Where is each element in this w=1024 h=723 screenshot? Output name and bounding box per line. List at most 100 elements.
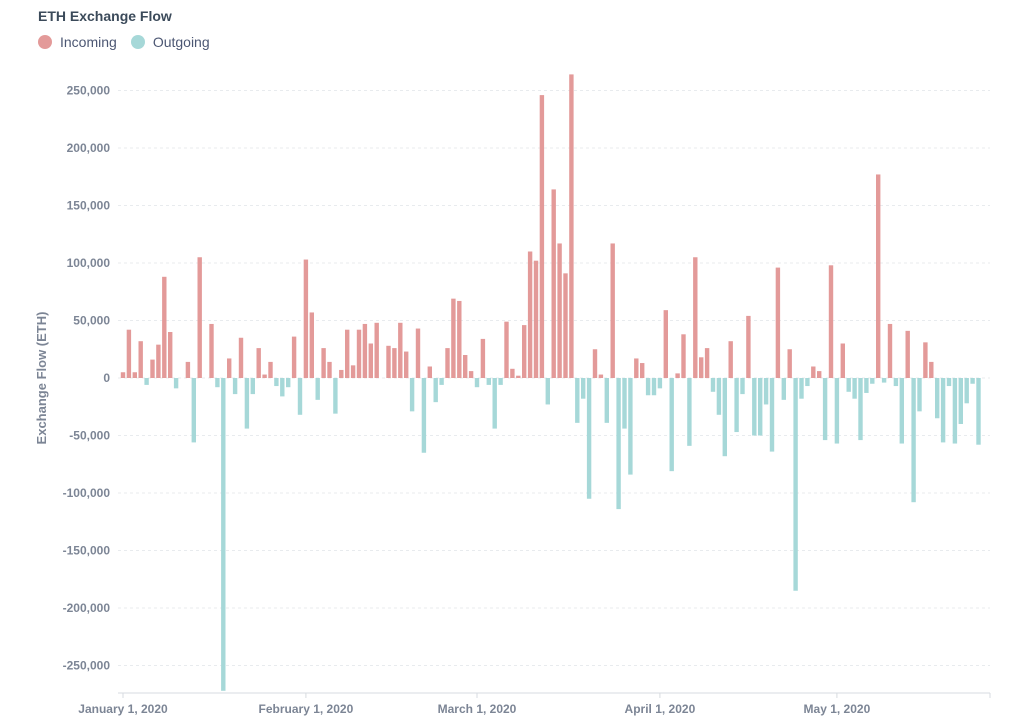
bar-outgoing[interactable] bbox=[799, 378, 804, 399]
bar-incoming[interactable] bbox=[876, 174, 881, 378]
bar-incoming[interactable] bbox=[828, 265, 834, 378]
bar-incoming[interactable] bbox=[817, 371, 822, 378]
bar-incoming[interactable] bbox=[374, 322, 379, 378]
bar-outgoing[interactable] bbox=[946, 378, 952, 387]
bar-incoming[interactable] bbox=[681, 334, 686, 378]
bar-outgoing[interactable] bbox=[958, 378, 963, 424]
bar-outgoing[interactable] bbox=[498, 378, 503, 385]
bar-incoming[interactable] bbox=[256, 348, 261, 378]
bar-incoming[interactable] bbox=[138, 341, 143, 378]
bar-incoming[interactable] bbox=[887, 323, 893, 378]
bar-outgoing[interactable] bbox=[793, 378, 798, 591]
bar-outgoing[interactable] bbox=[952, 378, 958, 444]
bar-outgoing[interactable] bbox=[191, 378, 196, 443]
bar-outgoing[interactable] bbox=[622, 378, 627, 429]
bar-outgoing[interactable] bbox=[315, 378, 320, 400]
bar-outgoing[interactable] bbox=[740, 378, 745, 395]
bar-outgoing[interactable] bbox=[297, 378, 303, 415]
bar-outgoing[interactable] bbox=[274, 378, 279, 387]
bar-outgoing[interactable] bbox=[722, 378, 727, 457]
bar-outgoing[interactable] bbox=[492, 378, 497, 429]
bar-incoming[interactable] bbox=[504, 321, 509, 378]
bar-incoming[interactable] bbox=[185, 361, 191, 378]
bar-outgoing[interactable] bbox=[433, 378, 438, 403]
bar-outgoing[interactable] bbox=[881, 378, 887, 383]
bar-incoming[interactable] bbox=[563, 273, 568, 378]
bar-outgoing[interactable] bbox=[645, 378, 651, 396]
bar-outgoing[interactable] bbox=[935, 378, 940, 419]
bar-incoming[interactable] bbox=[457, 300, 462, 378]
bar-incoming[interactable] bbox=[150, 359, 155, 378]
bar-incoming[interactable] bbox=[699, 357, 704, 378]
bar-outgoing[interactable] bbox=[852, 378, 857, 399]
bar-outgoing[interactable] bbox=[604, 378, 609, 423]
bar-incoming[interactable] bbox=[132, 372, 137, 378]
bar-incoming[interactable] bbox=[350, 365, 356, 378]
bar-outgoing[interactable] bbox=[870, 378, 875, 384]
bar-outgoing[interactable] bbox=[173, 378, 179, 389]
bar-incoming[interactable] bbox=[227, 358, 232, 378]
bar-incoming[interactable] bbox=[522, 325, 527, 378]
bar-outgoing[interactable] bbox=[409, 378, 415, 412]
bar-outgoing[interactable] bbox=[716, 378, 722, 415]
bar-incoming[interactable] bbox=[327, 361, 332, 378]
bar-incoming[interactable] bbox=[551, 189, 556, 378]
bar-incoming[interactable] bbox=[168, 332, 173, 378]
bar-incoming[interactable] bbox=[592, 349, 598, 378]
bar-incoming[interactable] bbox=[398, 322, 403, 378]
bar-outgoing[interactable] bbox=[221, 378, 226, 691]
bar-incoming[interactable] bbox=[120, 372, 126, 378]
bar-incoming[interactable] bbox=[663, 310, 668, 378]
bar-incoming[interactable] bbox=[156, 344, 161, 378]
bar-outgoing[interactable] bbox=[439, 378, 444, 385]
bar-outgoing[interactable] bbox=[864, 378, 869, 393]
bar-outgoing[interactable] bbox=[421, 378, 427, 453]
bar-incoming[interactable] bbox=[445, 348, 450, 378]
bar-outgoing[interactable] bbox=[575, 378, 580, 423]
bar-outgoing[interactable] bbox=[893, 378, 899, 387]
bar-incoming[interactable] bbox=[427, 366, 432, 379]
bar-outgoing[interactable] bbox=[651, 378, 657, 396]
bar-outgoing[interactable] bbox=[940, 378, 946, 443]
bar-outgoing[interactable] bbox=[805, 378, 810, 387]
bar-incoming[interactable] bbox=[262, 374, 267, 378]
bar-outgoing[interactable] bbox=[333, 378, 338, 414]
bar-outgoing[interactable] bbox=[586, 378, 592, 499]
bar-outgoing[interactable] bbox=[474, 378, 480, 388]
bar-outgoing[interactable] bbox=[244, 378, 250, 429]
bar-incoming[interactable] bbox=[480, 338, 486, 378]
bar-outgoing[interactable] bbox=[669, 378, 674, 472]
bar-incoming[interactable] bbox=[451, 298, 456, 378]
bar-incoming[interactable] bbox=[728, 341, 733, 378]
bar-outgoing[interactable] bbox=[628, 378, 633, 475]
bar-incoming[interactable] bbox=[345, 329, 350, 378]
bar-incoming[interactable] bbox=[569, 74, 574, 379]
bar-incoming[interactable] bbox=[634, 358, 639, 378]
bar-outgoing[interactable] bbox=[976, 378, 981, 445]
bar-incoming[interactable] bbox=[905, 330, 910, 378]
bar-outgoing[interactable] bbox=[911, 378, 916, 503]
bar-outgoing[interactable] bbox=[280, 378, 285, 397]
bar-outgoing[interactable] bbox=[822, 378, 828, 441]
bar-incoming[interactable] bbox=[197, 257, 202, 378]
bar-incoming[interactable] bbox=[704, 348, 710, 378]
bar-incoming[interactable] bbox=[640, 363, 645, 378]
bar-incoming[interactable] bbox=[321, 348, 326, 378]
bar-incoming[interactable] bbox=[415, 328, 421, 378]
bar-incoming[interactable] bbox=[840, 343, 845, 379]
bar-incoming[interactable] bbox=[291, 336, 297, 378]
bar-incoming[interactable] bbox=[468, 371, 474, 378]
bar-outgoing[interactable] bbox=[144, 378, 149, 385]
bar-incoming[interactable] bbox=[787, 349, 792, 378]
bar-incoming[interactable] bbox=[209, 323, 214, 378]
bar-incoming[interactable] bbox=[539, 95, 545, 378]
bar-outgoing[interactable] bbox=[964, 378, 969, 404]
bar-outgoing[interactable] bbox=[250, 378, 255, 395]
bar-outgoing[interactable] bbox=[734, 378, 739, 433]
bar-outgoing[interactable] bbox=[657, 378, 663, 389]
bar-incoming[interactable] bbox=[368, 343, 373, 379]
bar-incoming[interactable] bbox=[693, 257, 698, 378]
bar-incoming[interactable] bbox=[598, 374, 604, 378]
bar-outgoing[interactable] bbox=[899, 378, 904, 444]
bar-outgoing[interactable] bbox=[286, 378, 291, 388]
